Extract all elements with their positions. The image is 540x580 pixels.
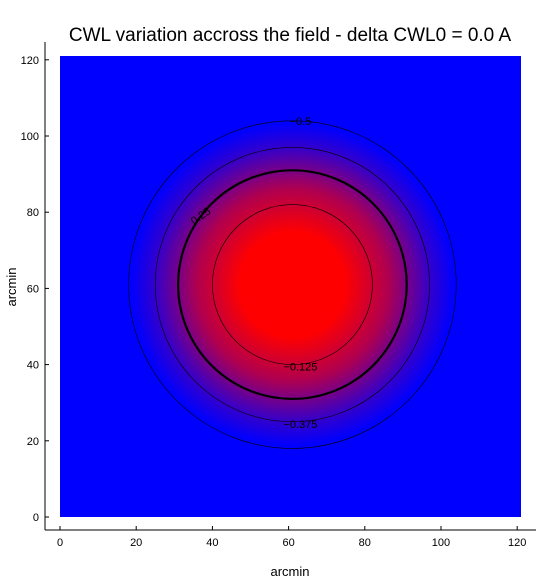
y-tick-label: 100 bbox=[21, 131, 39, 143]
y-tick-label: 60 bbox=[27, 283, 39, 295]
x-tick-label: 80 bbox=[359, 537, 371, 549]
y-tick-label: 120 bbox=[21, 55, 39, 67]
y-axis-label: arcmin bbox=[4, 267, 19, 306]
y-tick-label: 40 bbox=[27, 360, 39, 372]
contour-line bbox=[154, 147, 430, 423]
y-tick-label: 0 bbox=[33, 512, 39, 524]
contour-line bbox=[177, 169, 408, 400]
contour-label: −0.375 bbox=[283, 419, 317, 431]
contour-label: −0.125 bbox=[283, 362, 317, 374]
contour-line bbox=[128, 120, 457, 449]
x-tick-label: 120 bbox=[508, 537, 526, 549]
contour-line bbox=[212, 204, 373, 365]
chart-title: CWL variation accross the field - delta … bbox=[69, 25, 512, 46]
x-tick-label: 60 bbox=[282, 537, 294, 549]
x-tick-label: 100 bbox=[432, 537, 450, 549]
x-axis-label: arcmin bbox=[270, 564, 309, 579]
heatmap-field bbox=[118, 110, 467, 459]
x-tick-label: 20 bbox=[130, 537, 142, 549]
y-tick-label: 20 bbox=[27, 436, 39, 448]
y-tick-label: 80 bbox=[27, 207, 39, 219]
x-tick-label: 40 bbox=[206, 537, 218, 549]
x-tick-label: 0 bbox=[57, 537, 63, 549]
contour-label: −0.5 bbox=[290, 116, 312, 128]
